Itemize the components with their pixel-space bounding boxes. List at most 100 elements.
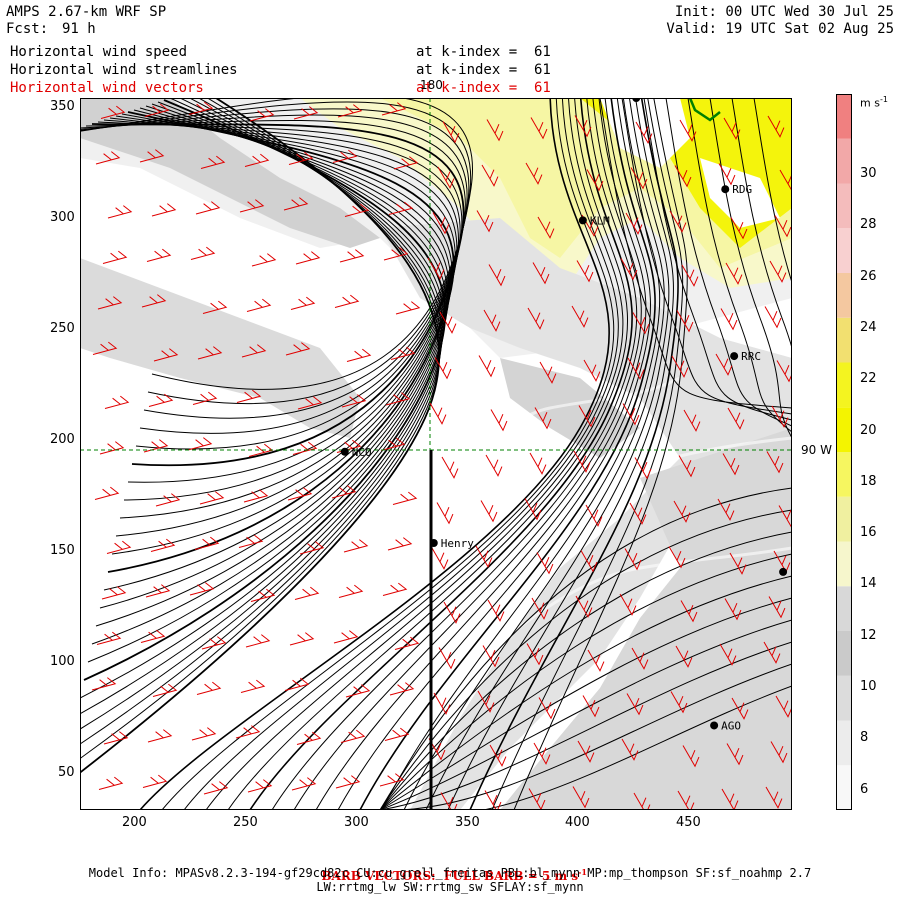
- streamline: [337, 98, 651, 810]
- station-label: RDG: [732, 183, 752, 196]
- wind-barb: [715, 353, 733, 376]
- streamline: [227, 98, 628, 810]
- wind-barb: [379, 773, 405, 787]
- wind-barb: [770, 741, 788, 764]
- streamline: [687, 98, 792, 433]
- wind-barb: [622, 403, 640, 426]
- y-tick: 100: [50, 654, 75, 669]
- wind-barb: [240, 679, 266, 693]
- wind-barb: [246, 298, 272, 312]
- wind-barbs: [91, 101, 792, 810]
- wind-barb: [236, 389, 262, 403]
- wind-barb: [483, 309, 501, 332]
- streamline: [359, 98, 656, 810]
- wind-barb: [768, 596, 786, 619]
- wind-barb: [436, 502, 454, 525]
- station-dot: [721, 185, 730, 194]
- colorbar-cell: [836, 273, 852, 318]
- streamline: [621, 98, 792, 415]
- x-tick: 300: [344, 815, 369, 830]
- wind-barb: [299, 541, 325, 555]
- y-tick: 300: [50, 210, 75, 225]
- streamline: [447, 98, 674, 810]
- colorbar-cell: [836, 317, 852, 363]
- colorbar: [836, 94, 852, 810]
- wind-barb: [190, 246, 216, 260]
- wind-barb: [524, 498, 542, 521]
- streamline: [80, 98, 443, 730]
- wind-barb: [283, 197, 309, 211]
- colorbar-cell: [836, 720, 852, 766]
- barb-note: BARB VECTORS: FULL BARB = 5 m s-1: [321, 867, 587, 883]
- colorbar-label: 24: [860, 319, 877, 335]
- wind-barb: [203, 781, 229, 795]
- wind-barb: [195, 201, 221, 215]
- model-info-2: LW:rrtmg_lw SW:rrtmg_sw SFLAY:sf_mynn: [316, 880, 584, 894]
- wind-barb: [341, 394, 367, 408]
- wind-barb: [142, 774, 168, 788]
- wind-barb: [334, 294, 360, 308]
- x-tick: 450: [676, 815, 701, 830]
- wind-barb: [526, 643, 544, 666]
- wind-barb: [380, 437, 406, 451]
- wind-barb: [673, 500, 691, 523]
- wind-barb: [633, 792, 651, 810]
- streamline: [83, 99, 447, 681]
- field-vectors: Horizontal wind vectors: [10, 80, 204, 96]
- streamline: [315, 98, 647, 810]
- wind-barb: [482, 645, 500, 668]
- wind-barb: [394, 636, 420, 650]
- station-markers: NCO Henry KLM RDG RRC AGO: [340, 98, 788, 732]
- wind-barb: [389, 682, 415, 696]
- wind-barb: [429, 402, 447, 425]
- wind-barb: [104, 395, 130, 409]
- wind-barb: [243, 489, 269, 503]
- wind-barb: [587, 649, 605, 672]
- wind-barb: [428, 738, 446, 761]
- wind-barb: [681, 264, 699, 287]
- wind-barb: [250, 588, 276, 602]
- streamline: [709, 98, 792, 439]
- wind-barb: [345, 684, 371, 698]
- colorbar-label: 6: [860, 781, 869, 797]
- wind-barb: [764, 306, 782, 329]
- wind-barb: [440, 792, 458, 810]
- y-tick: 200: [50, 432, 75, 447]
- wind-barb: [527, 307, 545, 330]
- wind-barb: [438, 647, 456, 670]
- y-tick: 150: [50, 543, 75, 558]
- wind-barb: [148, 393, 174, 407]
- wind-barb: [383, 247, 409, 261]
- wind-barb: [629, 502, 647, 525]
- field-wind-speed: Horizontal wind speed: [10, 44, 188, 60]
- wind-barb: [188, 101, 214, 115]
- wind-barb: [91, 677, 117, 691]
- station-dot: [710, 721, 719, 730]
- station-label: Henry: [441, 537, 474, 550]
- forecast-hours: 91 h: [62, 21, 96, 37]
- wind-barb: [241, 344, 267, 358]
- streamline: [513, 98, 688, 810]
- wind-barb: [284, 677, 310, 691]
- wind-barb: [485, 454, 503, 477]
- wind-barb: [106, 540, 132, 554]
- wind-barb: [531, 597, 549, 620]
- streamline: [205, 98, 624, 810]
- wind-barb: [489, 744, 507, 767]
- wind-barb: [289, 632, 315, 646]
- wind-barb: [480, 500, 498, 523]
- streamline: [731, 98, 792, 444]
- wind-barb: [196, 681, 222, 695]
- colorbar-cell: [836, 631, 852, 676]
- colorbar-label: 10: [860, 679, 877, 694]
- wind-barb: [235, 725, 261, 739]
- wind-barb: [344, 203, 370, 217]
- wind-barb: [729, 552, 747, 575]
- wind-barb: [433, 692, 451, 715]
- wind-barb: [292, 441, 318, 455]
- wind-barb: [730, 217, 748, 240]
- streamline: [183, 98, 619, 810]
- wind-barb: [586, 169, 604, 192]
- wind-barb: [247, 779, 273, 793]
- station-dot: [340, 447, 349, 456]
